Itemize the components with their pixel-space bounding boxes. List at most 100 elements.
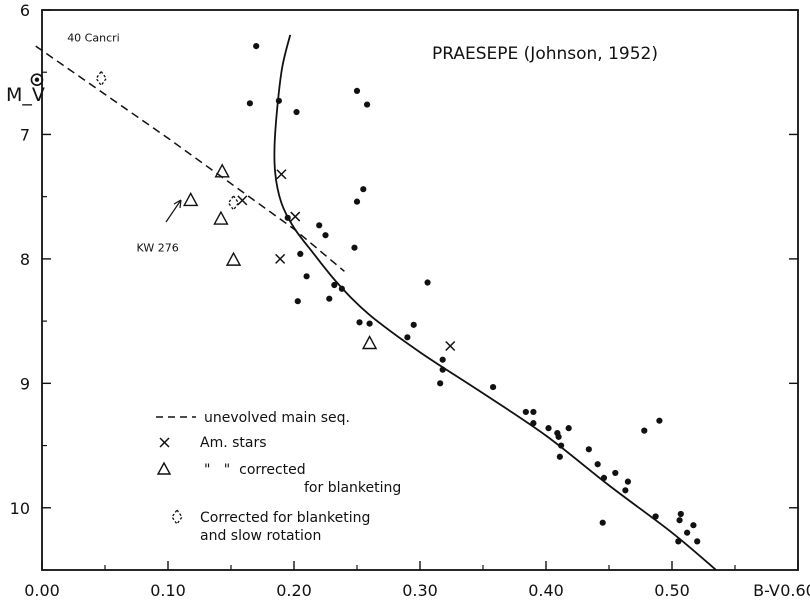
legend-x-marker-icon bbox=[159, 437, 170, 448]
x-tick-label: 0.50 bbox=[654, 581, 690, 600]
y-tick-label: 8 bbox=[20, 250, 30, 269]
star-point bbox=[356, 319, 363, 326]
star-point bbox=[545, 425, 552, 432]
star-point bbox=[424, 279, 431, 286]
am-star-point bbox=[290, 211, 301, 222]
star-point bbox=[284, 214, 291, 221]
corrected-am-star-point bbox=[361, 335, 378, 350]
star-point bbox=[694, 538, 701, 545]
legend-item-rotation-line2: and slow rotation bbox=[200, 528, 321, 544]
x-axis-label: B-V bbox=[753, 581, 780, 600]
star-point bbox=[585, 446, 592, 453]
star-point bbox=[624, 478, 632, 485]
star-point bbox=[555, 433, 562, 440]
star-point bbox=[360, 186, 367, 193]
chart-title: PRAESEPE (Johnson, 1952) bbox=[432, 44, 658, 64]
star-point bbox=[565, 425, 572, 432]
star-point bbox=[293, 108, 300, 116]
star-point bbox=[322, 232, 329, 239]
sun-symbol-icon bbox=[30, 73, 44, 86]
star-point bbox=[404, 334, 411, 341]
star-point bbox=[684, 529, 691, 536]
corrected-am-star-point bbox=[183, 191, 199, 207]
star-point bbox=[558, 442, 565, 449]
corrected-am-star-point bbox=[225, 251, 242, 266]
star-point bbox=[522, 408, 529, 416]
legend-item-corrected-line2: for blanketing bbox=[304, 480, 401, 496]
am-star-point bbox=[276, 169, 287, 180]
x-tick-label: 0.00 bbox=[24, 581, 60, 600]
star-point bbox=[530, 420, 537, 427]
legend-item-rotation: Corrected for blanketing bbox=[200, 510, 370, 526]
legend-item-corrected: " " corrected bbox=[204, 462, 306, 478]
x-tick-label: 0.60 bbox=[780, 581, 810, 600]
star-point bbox=[652, 513, 659, 520]
star-point bbox=[253, 42, 260, 50]
am-star-point bbox=[237, 195, 248, 206]
am-star-point bbox=[445, 340, 456, 352]
star-point bbox=[353, 198, 361, 205]
legend-item-am-stars: Am. stars bbox=[200, 435, 267, 451]
star-point bbox=[600, 474, 608, 482]
corrected-am-star-point bbox=[213, 210, 229, 225]
star-point bbox=[338, 285, 345, 292]
star-point bbox=[676, 517, 683, 524]
star-point bbox=[353, 87, 361, 94]
star-point bbox=[331, 281, 338, 289]
star-point bbox=[594, 461, 601, 468]
x-tick-label: 0.20 bbox=[276, 581, 312, 600]
star-point bbox=[410, 321, 417, 328]
rotation-corrected-point bbox=[95, 70, 108, 87]
axis-ticks: 0.00 0.10 0.20 0.30 0.40 0.50 0.60 6 7 8 9 10 bbox=[10, 1, 810, 600]
legend-item-unevolved: unevolved main seq. bbox=[204, 410, 350, 426]
annotation-40-cancri: 40 Cancri bbox=[67, 31, 120, 44]
y-tick-label: 6 bbox=[20, 1, 30, 20]
star-point bbox=[675, 538, 682, 545]
legend-diamond-icon bbox=[171, 508, 183, 526]
rotation-corrected-point bbox=[227, 194, 240, 212]
am-star-point bbox=[275, 253, 286, 264]
star-point bbox=[677, 510, 684, 518]
star-point bbox=[316, 222, 323, 229]
star-point bbox=[246, 100, 253, 107]
star-point bbox=[275, 97, 282, 104]
star-point bbox=[303, 273, 310, 280]
star-point bbox=[439, 356, 446, 363]
star-point bbox=[326, 295, 333, 302]
y-tick-label: 9 bbox=[20, 374, 30, 393]
star-point bbox=[530, 408, 537, 416]
annotation-kw-276-arrowhead bbox=[173, 199, 182, 209]
star-point bbox=[612, 469, 619, 477]
star-point bbox=[297, 250, 304, 258]
star-point bbox=[556, 453, 563, 460]
legend: unevolved main seq. Am. stars " " correc… bbox=[156, 410, 401, 544]
y-axis-label: M_V bbox=[6, 84, 45, 106]
data-points bbox=[30, 42, 701, 545]
legend-triangle-icon bbox=[156, 461, 172, 475]
star-point bbox=[656, 417, 663, 424]
y-tick-label: 7 bbox=[20, 125, 30, 144]
sun-symbol-center bbox=[34, 77, 40, 82]
x-tick-label: 0.30 bbox=[402, 581, 438, 600]
y-tick-label: 10 bbox=[10, 499, 30, 518]
star-point bbox=[437, 380, 444, 387]
plot-frame bbox=[41, 9, 799, 571]
star-point bbox=[690, 522, 697, 529]
annotations: 40 Cancri KW 276 bbox=[67, 31, 182, 255]
x-tick-label: 0.10 bbox=[150, 581, 186, 600]
star-point bbox=[366, 320, 373, 327]
star-point bbox=[641, 427, 648, 434]
corrected-am-star-point bbox=[214, 163, 230, 178]
star-point bbox=[351, 244, 358, 251]
star-point bbox=[599, 519, 606, 526]
annotation-kw-276: KW 276 bbox=[137, 242, 179, 255]
star-point bbox=[439, 366, 446, 373]
x-tick-label: 0.40 bbox=[528, 581, 564, 600]
star-point bbox=[489, 383, 497, 391]
star-point bbox=[363, 101, 371, 108]
annotation-kw-276-arrow bbox=[165, 199, 182, 223]
unevolved-main-seq-line bbox=[35, 45, 345, 272]
star-point bbox=[294, 298, 301, 305]
star-point bbox=[622, 487, 629, 494]
